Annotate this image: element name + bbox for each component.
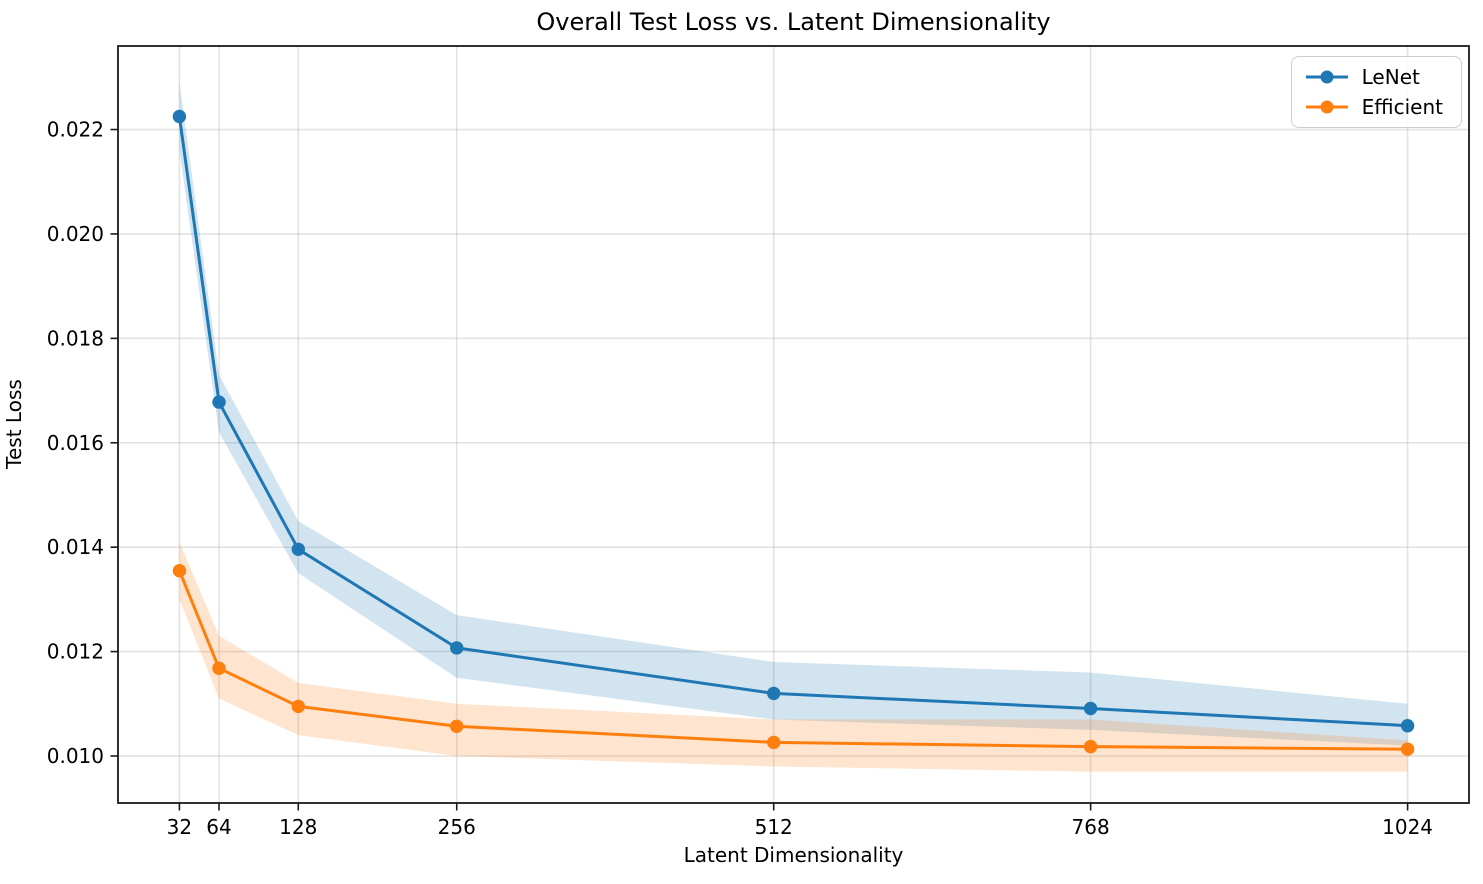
x-tick-label: 32: [167, 815, 192, 839]
legend-item-lenet: LeNet: [1304, 67, 1443, 87]
x-tick-label: 512: [755, 815, 793, 839]
data-point-efficient: [172, 564, 187, 578]
legend: LeNet Efficient: [1290, 56, 1462, 128]
data-point-lenet: [212, 395, 226, 409]
x-tick-label: 768: [1072, 815, 1110, 839]
y-tick-label: 0.010: [47, 744, 104, 768]
x-tick-label: 64: [206, 815, 231, 839]
data-point-efficient: [450, 719, 464, 733]
series-line-lenet: [177, 115, 1410, 728]
y-tick-label: 0.016: [47, 431, 104, 455]
confidence-band-lenet: [179, 82, 1408, 746]
data-point-lenet: [172, 109, 187, 124]
data-point-efficient: [767, 735, 781, 750]
data-point-lenet: [1400, 719, 1415, 733]
x-tick-label: 128: [279, 815, 317, 839]
y-axis-label: Test Loss: [2, 379, 26, 469]
y-tick-label: 0.012: [47, 640, 104, 664]
plot-border: [117, 45, 1470, 804]
legend-label: Efficient: [1361, 95, 1443, 119]
data-point-lenet: [450, 641, 464, 655]
data-point-lenet: [291, 542, 305, 556]
confidence-band-efficient: [179, 542, 1408, 772]
y-tick-label: 0.022: [47, 118, 104, 142]
data-point-efficient: [291, 699, 305, 714]
data-point-lenet: [767, 686, 781, 701]
legend-line-marker-icon: [1305, 70, 1348, 84]
y-tick-label: 0.020: [47, 222, 104, 246]
chart-title: Overall Test Loss vs. Latent Dimensional…: [536, 8, 1051, 36]
data-point-efficient: [1400, 742, 1415, 756]
data-point-lenet: [1083, 701, 1098, 716]
x-tick-label: 1024: [1382, 815, 1433, 839]
legend-label: LeNet: [1361, 65, 1420, 89]
x-tick-label: 256: [438, 815, 476, 839]
y-tick-label: 0.014: [47, 535, 104, 559]
data-point-efficient: [212, 661, 226, 675]
data-point-efficient: [1083, 739, 1098, 754]
legend-item-efficient: Efficient: [1304, 97, 1443, 117]
x-axis-label: Latent Dimensionality: [683, 843, 904, 867]
y-tick-label: 0.018: [47, 326, 104, 350]
legend-line-marker-icon: [1305, 100, 1348, 114]
